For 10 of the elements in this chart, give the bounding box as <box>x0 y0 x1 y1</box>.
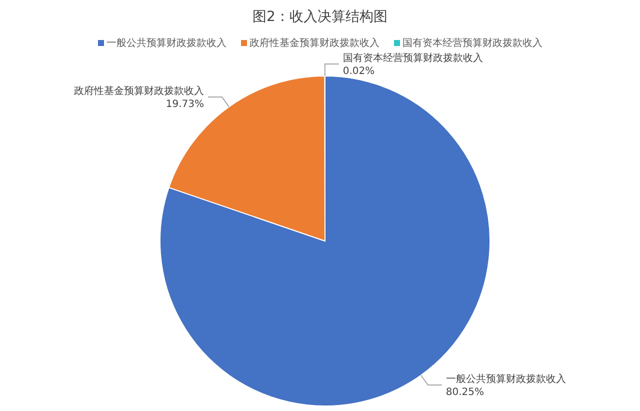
slice-label: 一般公共预算财政拨款收入 <box>446 373 566 386</box>
legend-label: 国有资本经营预算财政拨款收入 <box>402 36 542 50</box>
chart-title: 图2：收入决算结构图 <box>252 8 388 26</box>
legend-label: 政府性基金预算财政拨款收入 <box>248 36 380 50</box>
slice-label: 政府性基金预算财政拨款收入 <box>74 85 204 98</box>
slice-label: 国有资本经营预算财政拨款收入 <box>342 52 483 64</box>
data-label: 0.02% <box>342 66 375 77</box>
legend-label: 一般公共预算财政拨款收入 <box>106 36 226 50</box>
data-label: 19.73% <box>166 99 204 110</box>
data-label: 80.25% <box>446 387 484 398</box>
